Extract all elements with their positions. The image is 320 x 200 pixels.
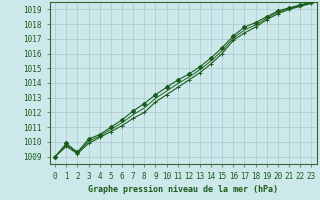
X-axis label: Graphe pression niveau de la mer (hPa): Graphe pression niveau de la mer (hPa) — [88, 185, 278, 194]
